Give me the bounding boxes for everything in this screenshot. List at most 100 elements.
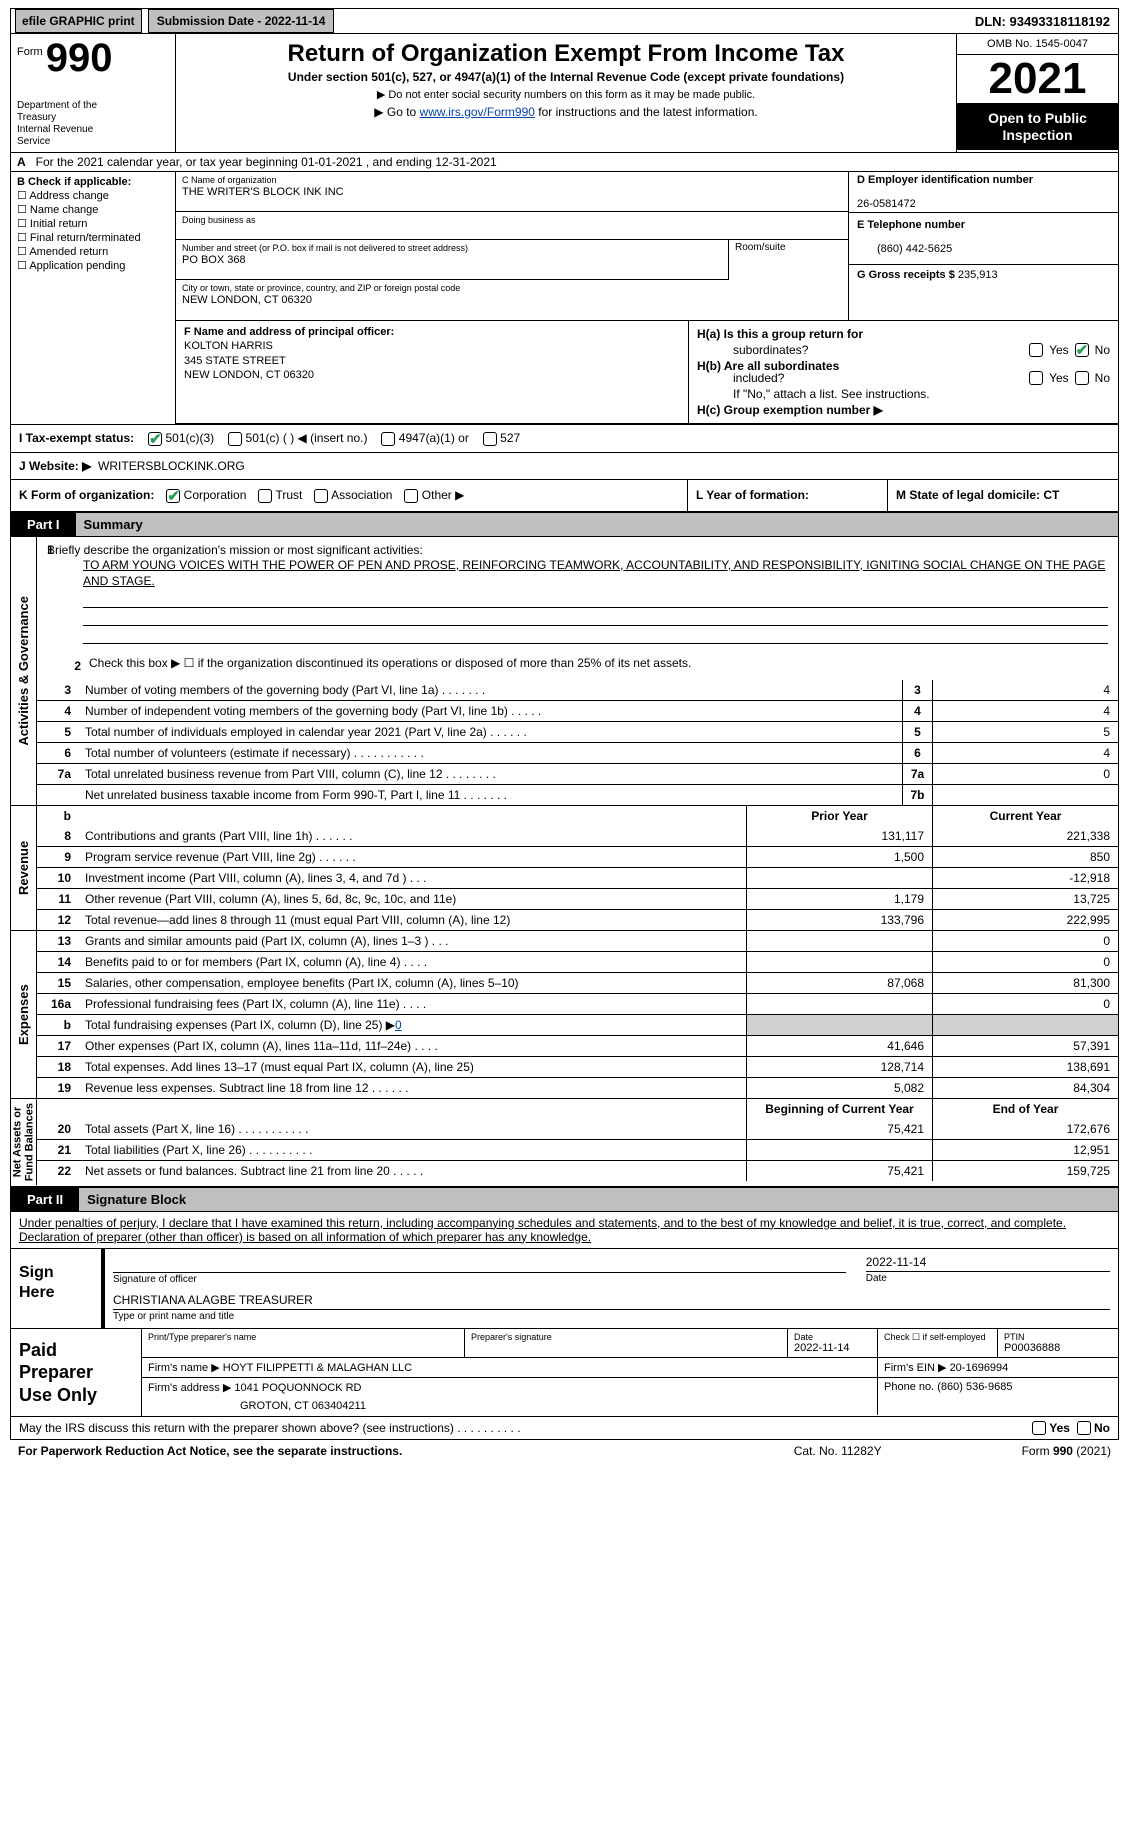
prior-value: 75,421 <box>746 1161 932 1181</box>
discuss-yes-checkbox[interactable] <box>1032 1421 1046 1435</box>
summary-expenses: Expenses 13 Grants and similar amounts p… <box>10 931 1119 1099</box>
part1-header: Part I Summary <box>10 512 1119 537</box>
ha-no-checkbox[interactable] <box>1075 343 1089 357</box>
current-value: 0 <box>932 952 1118 972</box>
prep-selfemp-label: Check ☐ if self-employed <box>884 1332 991 1343</box>
line-text: Total number of individuals employed in … <box>79 722 902 742</box>
prior-value: 131,117 <box>746 826 932 846</box>
line2-text: Check this box ▶ ☐ if the organization d… <box>89 656 691 676</box>
current-value: 172,676 <box>932 1119 1118 1139</box>
prep-date-value: 2022-11-14 <box>794 1342 849 1354</box>
footer-left: For Paperwork Reduction Act Notice, see … <box>18 1444 402 1458</box>
hdr-current-year: Current Year <box>932 806 1118 826</box>
sig-date-value: 2022-11-14 <box>866 1255 1110 1272</box>
i-4947-checkbox[interactable] <box>381 432 395 446</box>
k-corp-checkbox[interactable] <box>166 489 180 503</box>
line-num: 14 <box>37 952 79 972</box>
prior-value: 87,068 <box>746 973 932 993</box>
omb-number: OMB No. 1545-0047 <box>957 34 1118 55</box>
firm-name-label: Firm's name ▶ <box>148 1362 220 1374</box>
k-trust-checkbox[interactable] <box>258 489 272 503</box>
hb-sub: included? <box>697 371 784 385</box>
efile-print-button[interactable]: efile GRAPHIC print <box>15 9 142 33</box>
ha-yes-checkbox[interactable] <box>1029 343 1043 357</box>
top-bar: efile GRAPHIC print Submission Date - 20… <box>10 8 1119 34</box>
line-num: 17 <box>37 1036 79 1056</box>
c-name-label: C Name of organization <box>182 175 277 185</box>
summary-netassets: Net Assets orFund Balances Beginning of … <box>10 1099 1119 1186</box>
current-value: 12,951 <box>932 1140 1118 1160</box>
i-501c3-checkbox[interactable] <box>148 432 162 446</box>
current-value: 159,725 <box>932 1161 1118 1181</box>
line-text: Total expenses. Add lines 13–17 (must eq… <box>79 1057 746 1077</box>
hdr-eoy: End of Year <box>932 1099 1118 1119</box>
g-value: 235,913 <box>958 269 998 281</box>
prior-value: 128,714 <box>746 1057 932 1077</box>
prior-value <box>746 1015 932 1035</box>
hdr-boy: Beginning of Current Year <box>746 1099 932 1119</box>
line-value: 4 <box>932 743 1118 763</box>
line-num: 16a <box>37 994 79 1014</box>
sig-date-label: Date <box>866 1273 887 1284</box>
line-text: Number of independent voting members of … <box>79 701 902 721</box>
prep-ptin-value: P00036888 <box>1004 1342 1060 1354</box>
section-b-c-d-e: B Check if applicable: ☐ Address change … <box>10 172 1119 321</box>
i-501c-checkbox[interactable] <box>228 432 242 446</box>
firm-addr-label: Firm's address ▶ <box>148 1382 231 1394</box>
irs-link[interactable]: www.irs.gov/Form990 <box>420 105 535 119</box>
l-label: L Year of formation: <box>696 488 809 502</box>
line1-label: Briefly describe the organization's miss… <box>47 543 423 557</box>
hb-yes-checkbox[interactable] <box>1029 371 1043 385</box>
line-num: 15 <box>37 973 79 993</box>
line-value: 5 <box>932 722 1118 742</box>
submission-date-button[interactable]: Submission Date - 2022-11-14 <box>148 9 335 33</box>
col-b-checkboxes: B Check if applicable: ☐ Address change … <box>11 172 176 321</box>
current-value: 81,300 <box>932 973 1118 993</box>
firm-name-value: HOYT FILIPPETTI & MALAGHAN LLC <box>223 1362 412 1374</box>
line-num: 8 <box>37 826 79 846</box>
part1-title: Summary <box>76 513 1118 536</box>
prep-ptin-label: PTIN <box>1004 1332 1112 1342</box>
sign-here-label: SignHere <box>11 1249 101 1328</box>
i-527-checkbox[interactable] <box>483 432 497 446</box>
firm-addr-value: 1041 POQUONNOCK RD <box>234 1382 361 1394</box>
prior-value <box>746 868 932 888</box>
form-number: 990 <box>46 38 113 78</box>
chk-name-change[interactable]: ☐ Name change <box>17 203 169 216</box>
hdr-prior-year: Prior Year <box>746 806 932 826</box>
ha-sub: subordinates? <box>697 343 808 357</box>
current-value: 57,391 <box>932 1036 1118 1056</box>
vlabel-expenses: Expenses <box>11 931 37 1098</box>
chk-address-change[interactable]: ☐ Address change <box>17 189 169 202</box>
k-other-checkbox[interactable] <box>404 489 418 503</box>
prior-value: 133,796 <box>746 910 932 930</box>
chk-initial-return[interactable]: ☐ Initial return <box>17 217 169 230</box>
line-ref: 5 <box>902 722 932 742</box>
f-street: 345 STATE STREET <box>184 355 286 367</box>
prior-value: 41,646 <box>746 1036 932 1056</box>
line-num: 21 <box>37 1140 79 1160</box>
line-text: Benefits paid to or for members (Part IX… <box>79 952 746 972</box>
line-text: Total number of volunteers (estimate if … <box>79 743 902 763</box>
part2-header: Part II Signature Block <box>10 1187 1119 1212</box>
prior-value: 5,082 <box>746 1078 932 1098</box>
line-text: Salaries, other compensation, employee b… <box>79 973 746 993</box>
chk-final-return[interactable]: ☐ Final return/terminated <box>17 231 169 244</box>
hb-no-checkbox[interactable] <box>1075 371 1089 385</box>
k-assoc-checkbox[interactable] <box>314 489 328 503</box>
chk-app-pending[interactable]: ☐ Application pending <box>17 259 169 272</box>
line-num: 11 <box>37 889 79 909</box>
j-value: WRITERSBLOCKINK.ORG <box>98 459 245 473</box>
line-num: 7a <box>37 764 79 784</box>
g-label: G Gross receipts $ <box>857 269 955 281</box>
chk-amended[interactable]: ☐ Amended return <box>17 245 169 258</box>
vlabel-governance: Activities & Governance <box>11 537 37 806</box>
discuss-no-checkbox[interactable] <box>1077 1421 1091 1435</box>
prior-value: 1,179 <box>746 889 932 909</box>
f-city: NEW LONDON, CT 06320 <box>184 369 314 381</box>
line-num: 13 <box>37 931 79 951</box>
line-value: 4 <box>932 701 1118 721</box>
form-header: Form 990 Department of theTreasuryIntern… <box>10 34 1119 153</box>
d-value: 26-0581472 <box>857 198 916 210</box>
line-num: b <box>37 1015 79 1035</box>
